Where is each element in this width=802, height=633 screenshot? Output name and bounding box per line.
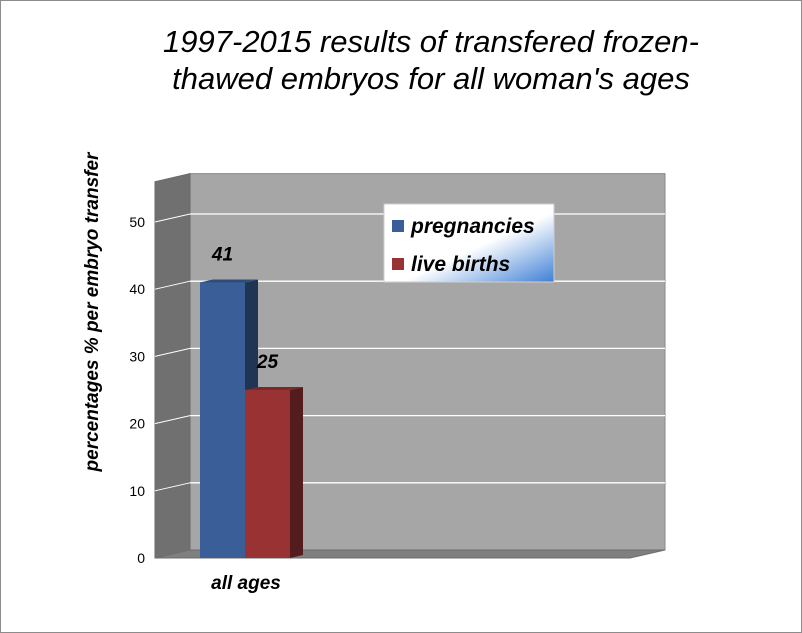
x-tick-label: all ages [211, 573, 281, 594]
bar-top-face [200, 279, 258, 283]
y-tick-label: 20 [129, 416, 145, 432]
chart-title-line-2: thawed embryos for all woman's ages [172, 61, 690, 96]
y-tick-label: 40 [129, 281, 145, 297]
y-axis-label: percentages % per embryo transfer [82, 151, 103, 473]
data-label-live-births: 25 [256, 352, 279, 373]
legend: pregnancies live births [383, 203, 555, 283]
gridline-side [154, 415, 191, 425]
chart-title: 1997-2015 results of transfered frozen- … [61, 23, 801, 97]
gridline-side [154, 482, 191, 492]
legend-swatch [392, 258, 404, 270]
gridline-side [154, 213, 191, 223]
legend-swatch [392, 220, 404, 232]
data-label-pregnancies: 41 [211, 244, 233, 265]
gridline-side [154, 280, 191, 290]
legend-box [383, 203, 555, 283]
legend-entry: live births [411, 253, 510, 276]
y-tick-label: 10 [129, 483, 145, 499]
bar-side-face [290, 387, 303, 558]
y-tick-label: 0 [137, 550, 145, 566]
bar-live-births [245, 387, 303, 558]
bar-top-face [245, 387, 303, 390]
y-tick-label: 30 [129, 348, 145, 364]
gridline-side [154, 347, 191, 357]
legend-entry: pregnancies [410, 215, 535, 238]
bar-front-face [200, 282, 245, 558]
side-wall [154, 173, 191, 559]
chart-title-line-1: 1997-2015 results of transfered frozen- [163, 24, 699, 59]
y-tick-label: 50 [129, 214, 145, 230]
bar-front-face [245, 390, 290, 558]
